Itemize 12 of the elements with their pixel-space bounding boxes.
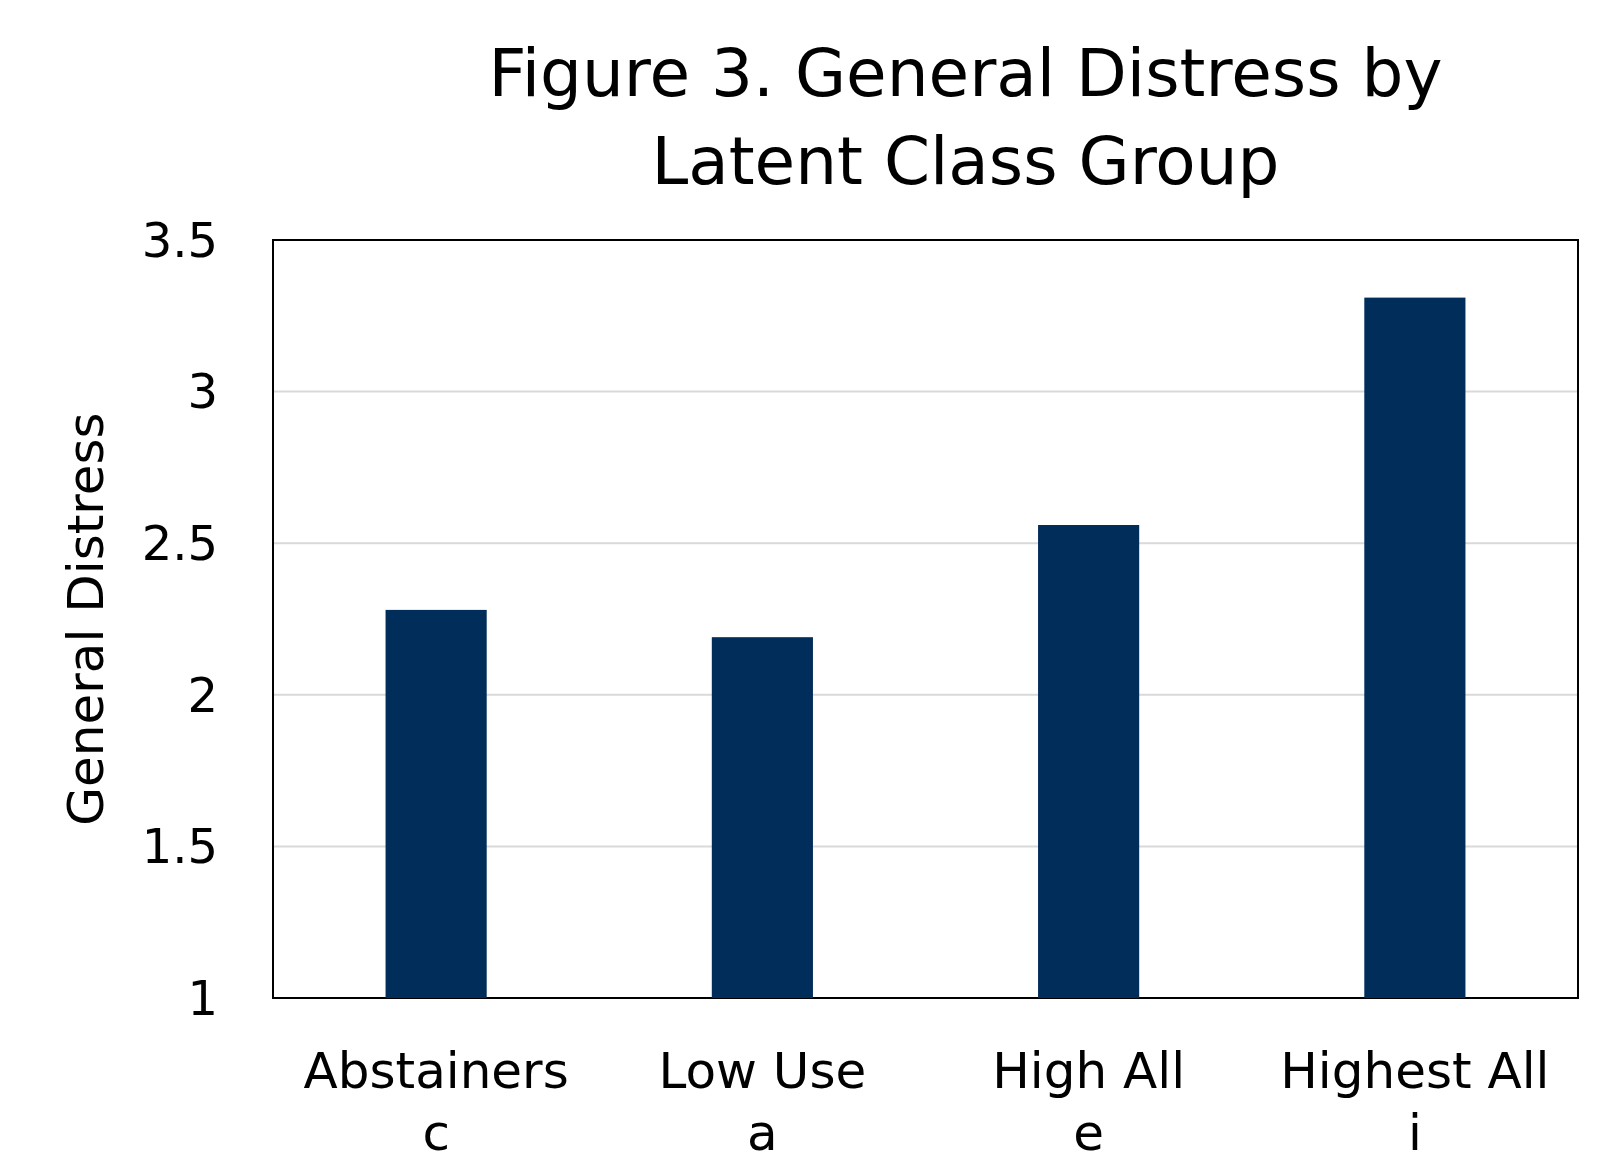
y-tick-label: 2.5	[141, 515, 218, 571]
x-tick-label: High All e	[992, 1042, 1186, 1162]
x-tick-label: Highest All i	[1280, 1042, 1550, 1162]
y-axis-title: General Distress	[57, 412, 115, 826]
y-tick-label: 1	[187, 969, 218, 1026]
x-tick-label: Abstainers c	[303, 1042, 569, 1162]
chart-title: Figure 3. General Distress by Latent Class Group	[488, 35, 1443, 200]
y-tick-label: 3	[187, 363, 218, 420]
y-tick-label: 3.5	[141, 211, 218, 268]
y-tick-label: 1.5	[141, 818, 218, 875]
x-tick-label: Low Use a	[658, 1042, 867, 1162]
y-tick-label: 2	[187, 666, 218, 723]
